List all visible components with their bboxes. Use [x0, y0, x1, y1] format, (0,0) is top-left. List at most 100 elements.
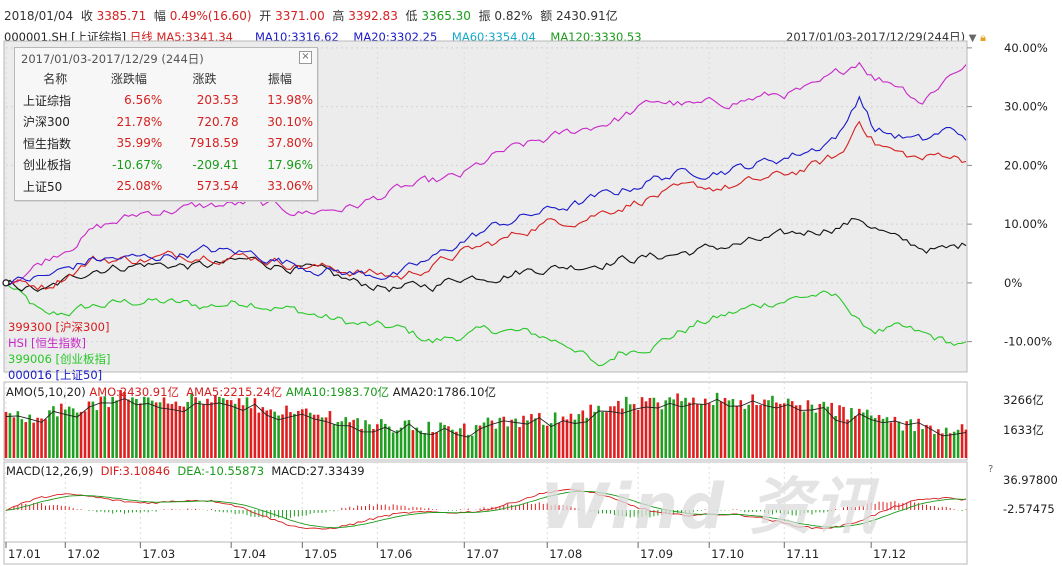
amo-bar-mark	[838, 405, 841, 458]
amo-bar-mark	[731, 399, 735, 458]
summary-row-chinext[interactable]: 创业板指 -10.67% -209.41 17.96%	[19, 154, 317, 176]
amo-bar-mark	[150, 400, 154, 458]
wind-watermark: Wind 资讯	[540, 470, 878, 543]
amo-bar-mark	[293, 413, 296, 458]
amo-bar-mark	[364, 420, 367, 458]
quote-bar: 2018/01/04 收 3385.71 幅 0.49%(16.60) 开 33…	[4, 7, 618, 24]
amo-bar-mark	[648, 397, 652, 458]
lock-icon[interactable]: 🔒︎	[980, 31, 987, 44]
amo-bar-mark	[399, 427, 403, 458]
amo-bar-mark	[60, 403, 63, 458]
amo-bar-mark	[609, 406, 612, 458]
amo-bar-mark	[431, 431, 434, 458]
amo-bar-mark	[881, 418, 885, 458]
row-name: 上证50	[23, 179, 63, 194]
amo-bar-mark	[573, 419, 577, 458]
amo-bar-mark	[917, 418, 920, 458]
summary-row-hsi[interactable]: 恒生指数 35.99% 7918.59 37.80%	[19, 133, 317, 155]
amo-bar-mark	[186, 401, 190, 458]
macd-name[interactable]: MACD(12,26,9)	[6, 464, 94, 478]
close-value: 3385.71	[96, 9, 147, 23]
amo-bar-mark	[652, 397, 656, 458]
amo-bar-mark	[956, 429, 960, 458]
amo-bar-mark	[502, 416, 506, 458]
high-label: 高	[332, 9, 345, 23]
amo-bar-mark	[929, 425, 932, 458]
summary-row-shcomp[interactable]: 上证综指 6.56% 203.53 13.98%	[19, 90, 317, 112]
row-chg: 573.54	[196, 179, 239, 194]
amo-bar-mark	[522, 415, 525, 458]
open-value: 3371.00	[275, 9, 325, 23]
amo-bar-mark	[336, 422, 340, 458]
amo-bar-mark	[75, 412, 79, 458]
amo-bar-mark	[644, 401, 648, 458]
amo-bar-mark	[257, 412, 261, 458]
amo-bars-layer	[4, 389, 968, 458]
amo-bar-mark	[937, 429, 940, 458]
amo-bar-mark	[605, 412, 608, 458]
series-line-2	[5, 95, 967, 286]
amo-bar-mark	[885, 417, 889, 458]
amo-bar-mark	[747, 404, 751, 458]
x-tick-label: 17.03	[142, 547, 175, 561]
amo-bar-mark	[620, 408, 624, 458]
amo-bar-mark	[538, 413, 541, 458]
series-label-hsi[interactable]: HSI [恒生指数]	[8, 336, 86, 350]
series-label-sse50[interactable]: 000016 [上证50]	[8, 368, 103, 382]
amo-bar-mark	[826, 406, 830, 458]
amo-bar-mark	[759, 404, 762, 458]
amo-bar-mark	[735, 406, 739, 458]
amo-bar-mark	[696, 404, 699, 458]
amo-bar-mark	[597, 405, 600, 458]
series-label-chinext[interactable]: 399006 [创业板指]	[8, 352, 111, 366]
amo-bar-mark	[20, 419, 24, 458]
amo-bar-mark	[380, 419, 383, 458]
amo-bar-mark	[723, 397, 727, 458]
close-icon[interactable]: ×	[299, 51, 312, 64]
amo-name[interactable]: AMO(5,10,20)	[6, 385, 86, 399]
amo-bar-mark	[178, 406, 182, 458]
amo-bar-mark	[16, 411, 20, 458]
amo-bar-mark	[624, 396, 628, 458]
amo-bar-mark	[44, 419, 47, 458]
amo-bar-mark	[960, 424, 964, 458]
amo-bar-mark	[660, 409, 664, 458]
amo-bar-mark	[889, 422, 893, 458]
amo-bar-mark	[940, 433, 944, 458]
amo-bar-mark	[545, 425, 549, 458]
amo-bar-mark	[142, 396, 146, 458]
amo-bar-mark	[8, 413, 12, 458]
amo-bar-mark	[233, 403, 237, 458]
amo-bar-mark	[810, 404, 814, 458]
amo-bar-mark	[925, 424, 928, 458]
amo-bar-mark	[719, 401, 723, 458]
amo-bar-mark	[411, 430, 415, 458]
summary-row-hs300[interactable]: 沪深300 21.78% 720.78 30.10%	[19, 111, 317, 133]
amo-bar-mark	[304, 408, 308, 458]
amo-bar-mark	[466, 434, 470, 458]
amo-bar-mark	[127, 399, 130, 458]
close-label: 收	[80, 9, 93, 23]
row-amp: 13.98%	[267, 93, 313, 108]
row-chg: 720.78	[196, 114, 239, 129]
amo-bar-mark	[32, 422, 35, 458]
amo-bar-mark	[273, 411, 276, 458]
amo-bar-mark	[221, 398, 225, 458]
amo-tick-high: 3266亿	[1003, 393, 1044, 407]
amo-bar-mark	[190, 393, 193, 458]
amo-bar-mark	[395, 430, 399, 458]
help-icon[interactable]: ?	[988, 464, 994, 475]
x-tick-label: 17.01	[8, 547, 41, 561]
amo-bar-mark	[459, 428, 462, 458]
amo-bar-mark	[285, 405, 288, 458]
series-label-hs300[interactable]: 399300 [沪深300]	[8, 320, 110, 334]
chevron-down-icon[interactable]: ▼	[968, 33, 977, 44]
amo-bar-mark	[281, 414, 284, 458]
amo-bar-mark	[893, 416, 897, 458]
ama-line	[5, 398, 967, 438]
amo-bar-mark	[790, 401, 794, 458]
quote-date: 2018/01/04	[4, 9, 74, 23]
summary-row-sse50[interactable]: 上证50 25.08% 573.54 33.06%	[19, 176, 317, 198]
amo-bar-mark	[376, 424, 379, 458]
amo-bar-mark	[628, 404, 632, 458]
